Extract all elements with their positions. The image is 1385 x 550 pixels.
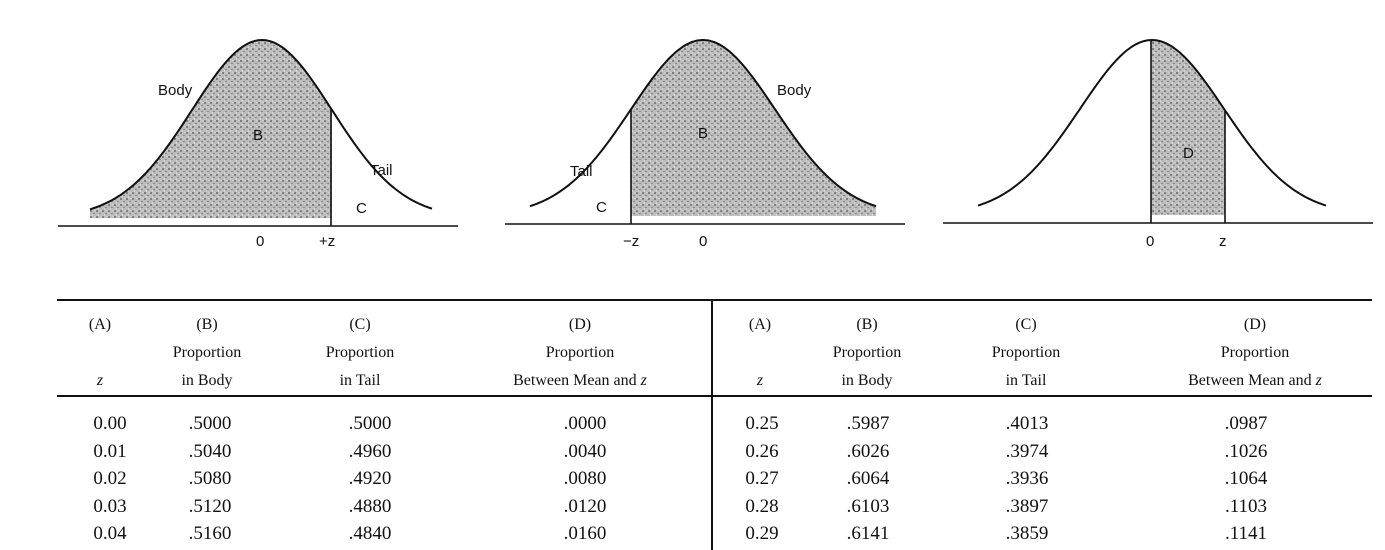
right-z-column: 0.25 0.26 0.27 0.28 0.29 xyxy=(722,410,802,548)
table-cell: .6064 xyxy=(846,468,890,489)
table-cell: .5080 xyxy=(188,468,232,489)
header-b: (B) Proportion in Body xyxy=(172,316,242,389)
tail-label: Tail xyxy=(370,162,393,179)
right-body-column: .5987 .6026 .6064 .6103 .6141 xyxy=(828,410,908,548)
region-b-label: B xyxy=(698,125,708,142)
header-b-right: (B) Proportion in Body xyxy=(832,316,902,389)
table-cell: .1103 xyxy=(1224,495,1268,517)
left-tail-column: .5000 .4960 .4920 .4880 .4840 xyxy=(330,410,410,548)
table-cell: .4840 xyxy=(348,523,392,544)
table-cell: .4960 xyxy=(348,440,392,462)
table-top-rule xyxy=(57,299,1372,301)
table-cell: .4013 xyxy=(1005,413,1049,434)
tick-z: z xyxy=(1219,233,1227,250)
table-cell: .5120 xyxy=(188,495,232,517)
region-d-label: D xyxy=(1183,145,1194,162)
table-cell: .5987 xyxy=(846,413,890,434)
table-header-rule xyxy=(57,395,1372,397)
table-cell: .6141 xyxy=(846,523,890,544)
table-cell: .0000 xyxy=(563,413,607,434)
table-cell: 0.27 xyxy=(745,468,779,489)
left-mean-column: .0000 .0040 .0080 .0120 .0160 xyxy=(545,410,625,548)
table-cell: .0987 xyxy=(1224,413,1268,434)
table-cell: 0.26 xyxy=(745,440,779,462)
body-region-shading xyxy=(631,40,876,216)
table-cell: .3974 xyxy=(1005,440,1049,462)
region-c-label: C xyxy=(596,199,607,216)
header-a: (A) z xyxy=(88,316,112,389)
figure-body-tail-negative: Body Tail B C 0 −z xyxy=(505,39,905,250)
table-cell: 0.03 xyxy=(93,495,127,517)
header-c-right: (C) Proportion in Tail xyxy=(991,316,1061,389)
table-cell: 0.28 xyxy=(745,495,779,517)
table-cell: 0.00 xyxy=(93,413,127,434)
table-cell: .5000 xyxy=(188,413,232,434)
table-cell: 0.02 xyxy=(93,468,127,489)
tick-zero: 0 xyxy=(256,233,264,250)
normal-curve-figures: Body Tail B C 0 +z Body Tail B C 0 −z xyxy=(58,38,1373,250)
table-cell: .5040 xyxy=(188,440,232,462)
tick-z: −z xyxy=(623,233,639,250)
body-region-shading xyxy=(90,40,332,218)
table-cell: 0.29 xyxy=(745,523,779,544)
table-cell: 0.01 xyxy=(93,440,127,462)
table-cell: 0.04 xyxy=(93,523,127,544)
header-d: (D) Proportion Between Mean and z xyxy=(513,316,647,389)
table-cell: .3897 xyxy=(1005,495,1049,517)
table-cell: .1064 xyxy=(1224,468,1268,489)
table-cell: .1141 xyxy=(1224,523,1268,544)
region-b-label: B xyxy=(253,127,263,144)
header-c: (C) Proportion in Tail xyxy=(325,316,395,389)
table-cell: .6103 xyxy=(846,495,890,517)
left-body-column: .5000 .5040 .5080 .5120 .5160 xyxy=(170,410,250,548)
normal-curve xyxy=(977,38,1327,207)
left-z-column: 0.00 0.01 0.02 0.03 0.04 xyxy=(70,410,150,548)
body-label: Body xyxy=(777,82,812,99)
table-cell: .3859 xyxy=(1005,523,1049,544)
tick-zero: 0 xyxy=(1146,233,1154,250)
table-cell: .3936 xyxy=(1005,468,1049,489)
header-a-right: (A) z xyxy=(748,316,772,389)
table-cell: .5160 xyxy=(188,523,232,544)
table-cell: .0120 xyxy=(563,495,607,517)
figure-body-tail-positive: Body Tail B C 0 +z xyxy=(58,38,458,250)
normal-curve xyxy=(89,38,433,211)
right-tail-column: .4013 .3974 .3936 .3897 .3859 xyxy=(987,410,1067,548)
tail-label: Tail xyxy=(570,163,593,180)
mean-to-z-shading xyxy=(1151,40,1225,215)
tick-zero: 0 xyxy=(699,233,707,250)
figure-mean-to-z: D 0 z xyxy=(943,38,1373,250)
table-cell: .0040 xyxy=(563,440,607,462)
normal-curve xyxy=(529,39,877,208)
table-cell: .1026 xyxy=(1224,440,1268,462)
region-c-label: C xyxy=(356,200,367,217)
table-cell: 0.25 xyxy=(745,413,779,434)
tick-z: +z xyxy=(319,233,335,250)
table-center-divider xyxy=(711,299,713,550)
table-cell: .0080 xyxy=(563,468,607,489)
table-cell: .4920 xyxy=(348,468,392,489)
body-label: Body xyxy=(158,82,193,99)
table-cell: .0160 xyxy=(563,523,607,544)
table-cell: .6026 xyxy=(846,440,890,462)
right-mean-column: .0987 .1026 .1064 .1103 .1141 xyxy=(1206,410,1286,548)
table-cell: .4880 xyxy=(348,495,392,517)
header-d-right: (D) Proportion Between Mean and z xyxy=(1188,316,1322,389)
table-cell: .5000 xyxy=(348,413,392,434)
